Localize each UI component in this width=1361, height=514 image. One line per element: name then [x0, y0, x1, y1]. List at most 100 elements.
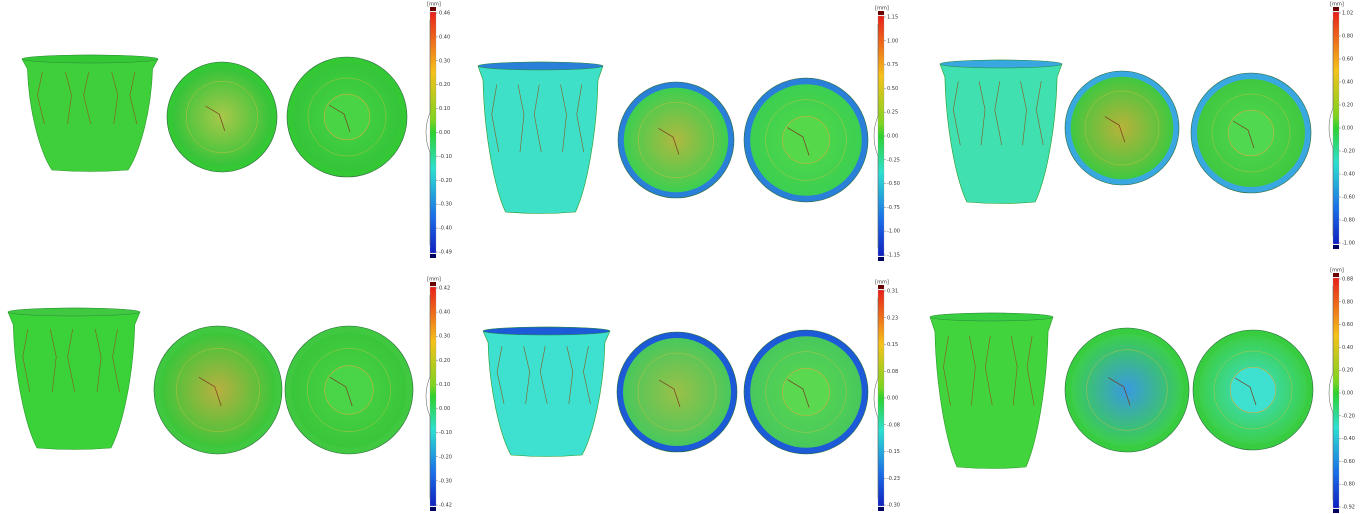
scale-tick-label: 0.30: [439, 334, 450, 340]
scale-tick-label: -0.75: [887, 205, 900, 211]
scale-tick-label: -0.49: [439, 250, 452, 256]
scale-unit: [mm]: [427, 277, 441, 283]
scale-tick-label: 0.00: [1342, 126, 1353, 132]
histogram: [1329, 20, 1333, 236]
scale-tick-label: -0.23: [887, 476, 900, 482]
panel: [mm]1.151.000.750.500.250.00-0.25-0.50-0…: [478, 6, 900, 262]
scale-tick-label: 0.88: [1342, 277, 1353, 283]
scale-unit: [mm]: [1330, 2, 1344, 8]
scale-tick-label: 0.00: [887, 134, 898, 140]
scale-tick-label: 0.80: [1342, 299, 1353, 305]
scale-tick-label: 0.50: [887, 86, 898, 92]
scale-under: [1333, 509, 1339, 513]
scale-tick-label: 0.40: [1342, 80, 1353, 86]
scale-tick-label: -0.40: [1342, 436, 1355, 442]
scale-tick-label: 0.00: [439, 130, 450, 136]
scale-under: [430, 507, 436, 511]
scale-tick-label: 0.20: [439, 82, 450, 88]
scale-bar: [878, 290, 884, 506]
scale-tick-label: -0.15: [887, 449, 900, 455]
vessel-top-inner: [624, 88, 728, 192]
scale-tick-label: 0.20: [1342, 103, 1353, 109]
scale-tick-label: -0.60: [1342, 195, 1355, 201]
scale-tick-label: 0.40: [1342, 345, 1353, 351]
histogram: [426, 20, 430, 245]
scale-tick-label: -0.40: [439, 226, 452, 232]
scale-tick-label: 0.40: [439, 310, 450, 316]
scale-tick-label: -0.30: [887, 503, 900, 509]
vessel-top-inner: [173, 68, 272, 167]
scale-tick-label: 0.00: [439, 406, 450, 412]
histogram: [874, 298, 878, 498]
scale-bar: [878, 16, 884, 256]
scale-under: [1333, 245, 1339, 249]
scale-bar: [1333, 12, 1339, 244]
scale-bar: [1333, 278, 1339, 508]
panel: [mm]0.460.400.300.200.100.00-0.10-0.20-0…: [22, 2, 452, 259]
vessel-base: [782, 368, 829, 415]
scale-tick-label: 0.80: [1342, 34, 1353, 40]
scale-tick-label: -0.10: [439, 430, 452, 436]
scale-tick-label: 0.10: [439, 106, 450, 112]
scale-tick-label: 0.00: [887, 396, 898, 402]
scale-tick-label: 1.02: [1342, 11, 1353, 17]
scale-tick-label: 0.10: [439, 382, 450, 388]
scale-tick-label: -1.00: [1342, 241, 1355, 247]
scale-tick-label: -0.50: [887, 181, 900, 187]
scale-tick-label: -0.20: [439, 454, 452, 460]
scale-tick-label: -0.20: [439, 178, 452, 184]
scale-tick-label: 0.08: [887, 369, 898, 375]
scale-tick-label: 0.31: [887, 289, 898, 295]
scale-tick-label: -0.25: [887, 157, 900, 163]
panel: [mm] 0.31 0.23 0.15 0.08 0.00 -0.08 -0.15 -0.23 -…: [483, 280, 900, 512]
vessel-top-inner: [623, 338, 731, 446]
scale-over: [878, 285, 884, 289]
scale-under: [430, 254, 436, 258]
scale-tick-label: -0.20: [1342, 413, 1355, 419]
vessel-base: [782, 116, 829, 163]
scale-tick-label: -1.00: [887, 229, 900, 235]
scale-tick-label: -0.80: [1342, 482, 1355, 488]
histogram: [426, 295, 430, 498]
figure: [mm] 0.46 0.40 0.30 0.20 0.10 0.00 -0.10 -0.20 -0…: [0, 0, 1361, 514]
vessel-top-inner: [160, 332, 275, 447]
vessel-base: [325, 366, 374, 415]
scale-over: [1333, 273, 1339, 277]
panel: [mm]1.020.800.600.400.200.00-0.20-0.40-0…: [940, 2, 1355, 250]
scale-tick-label: 0.00: [1342, 391, 1353, 397]
vessel-rim: [8, 308, 140, 316]
scale-tick-label: -0.30: [439, 478, 452, 484]
scale-unit: [mm]: [875, 280, 889, 286]
scale-tick-label: 0.60: [1342, 322, 1353, 328]
scale-over: [430, 282, 436, 286]
scale-tick-label: -0.92: [1342, 505, 1355, 511]
scale-tick-label: 0.75: [887, 62, 898, 68]
scale-tick-label: -0.08: [887, 422, 900, 428]
scale-tick-label: 1.00: [887, 38, 898, 44]
vessel-rim: [483, 327, 610, 335]
vessel-base: [1230, 367, 1276, 413]
panel: [mm]0.880.800.600.400.200.00-0.20-0.40-0…: [930, 268, 1355, 514]
scale-tick-label: 0.15: [887, 342, 898, 348]
scale-tick-label: 0.20: [1342, 368, 1353, 374]
scale-tick-label: -1.15: [887, 253, 900, 259]
vessel-top-inner: [1071, 334, 1183, 446]
scale-tick-label: -0.80: [1342, 218, 1355, 224]
histogram: [1329, 286, 1333, 500]
scale-tick-label: -0.42: [439, 503, 452, 509]
scale-under: [878, 257, 884, 261]
scale-unit: [mm]: [875, 6, 889, 12]
scale-tick-label: -0.20: [1342, 149, 1355, 155]
histogram: [874, 24, 878, 248]
vessel-rim: [22, 55, 158, 63]
scale-tick-label: 0.46: [439, 11, 450, 17]
scale-over: [430, 7, 436, 11]
scale-tick-label: 0.20: [439, 358, 450, 364]
vessel-top-inner: [1071, 77, 1174, 180]
scale-unit: [mm]: [427, 2, 441, 8]
scale-tick-label: 0.23: [887, 315, 898, 321]
scale-bar: [430, 287, 436, 506]
scale-tick-label: 0.25: [887, 110, 898, 116]
vessel-rim: [930, 313, 1053, 321]
scale-tick-label: 0.60: [1342, 57, 1353, 63]
